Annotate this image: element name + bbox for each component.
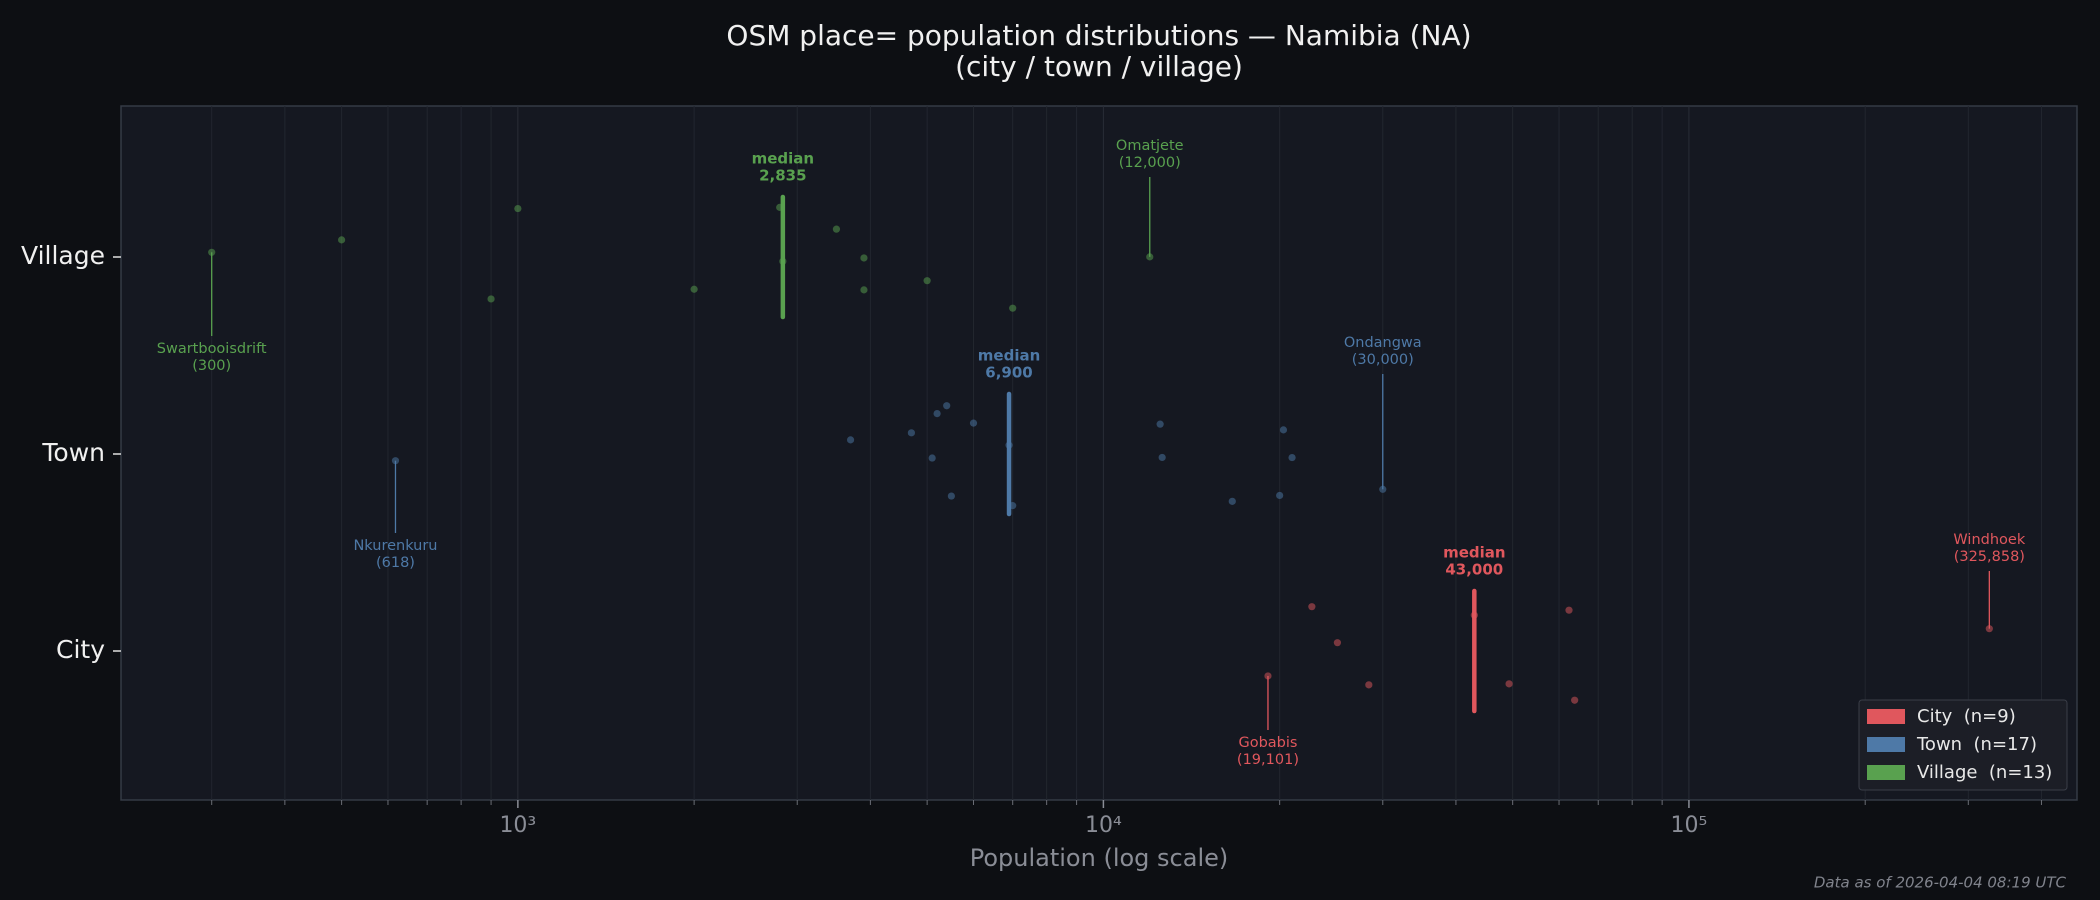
median-value: 2,835 xyxy=(759,167,806,185)
footer: Data as of 2026-04-04 08:19 UTC xyxy=(1814,874,2067,892)
data-point xyxy=(969,419,978,427)
data-point xyxy=(338,236,346,244)
chart-title: OSM place= population distributions — Na… xyxy=(726,19,1471,52)
median-text: median xyxy=(1443,544,1505,562)
data-point xyxy=(832,225,841,233)
data-point xyxy=(860,286,868,294)
legend-swatch xyxy=(1867,765,1905,780)
legend-box xyxy=(1858,699,2068,791)
data-point xyxy=(487,295,495,303)
annotation-name: Gobabis xyxy=(1238,735,1297,751)
x-axis-label: Population (log scale) xyxy=(970,844,1229,872)
annotation-name: Swartbooisdrift xyxy=(157,341,267,357)
median-text: median xyxy=(978,347,1040,365)
data-point xyxy=(1279,426,1288,434)
data-point xyxy=(1009,304,1017,312)
annotation-value: (300) xyxy=(192,358,231,374)
y-tick-label: City xyxy=(56,635,105,664)
data-point xyxy=(690,285,698,293)
plot-area xyxy=(120,105,2078,801)
data-point xyxy=(1365,681,1373,689)
x-tick-label: 10³ xyxy=(499,813,536,838)
annotation-name: Ondangwa xyxy=(1344,335,1422,351)
median-text: median xyxy=(752,150,814,168)
data-point xyxy=(1288,453,1296,462)
data-point xyxy=(208,248,216,256)
data-point xyxy=(947,492,955,500)
data-point xyxy=(514,204,522,213)
data-point xyxy=(1333,639,1342,647)
median-value: 6,900 xyxy=(985,364,1032,382)
data-point xyxy=(846,436,855,444)
annotation-value: (30,000) xyxy=(1352,352,1414,368)
y-tick-label: Village xyxy=(21,241,105,270)
data-point xyxy=(860,254,868,262)
legend-swatch xyxy=(1867,737,1905,752)
legend-label: Village (n=13) xyxy=(1917,762,2052,783)
legend: City (n=9) Town (n=17) Village (n=13) xyxy=(1858,699,2068,791)
data-point xyxy=(933,409,941,418)
data-point xyxy=(1505,680,1513,688)
legend-label: Town (n=17) xyxy=(1916,734,2037,755)
annotation-name: Windhoek xyxy=(1953,532,2025,548)
annotation-name: Nkurenkuru xyxy=(353,538,437,554)
data-point xyxy=(1571,696,1579,704)
data-point xyxy=(1156,420,1164,428)
data-point xyxy=(1985,625,1993,633)
data-point xyxy=(1308,603,1316,611)
annotation-value: (325,858) xyxy=(1954,549,2025,565)
data-point xyxy=(1158,453,1166,462)
chart-subtitle: (city / town / village) xyxy=(955,50,1243,83)
annotation-value: (618) xyxy=(376,555,415,571)
data-point xyxy=(928,454,936,462)
data-point xyxy=(1276,491,1284,500)
annotation-value: (19,101) xyxy=(1237,752,1299,768)
data-point xyxy=(923,277,931,285)
y-tick-label: Town xyxy=(41,438,105,467)
legend-label: City (n=9) xyxy=(1917,706,2016,727)
x-tick-label: 10⁴ xyxy=(1085,813,1122,838)
annotation-name: Omatjete xyxy=(1116,138,1184,154)
x-tick-label: 10⁵ xyxy=(1671,813,1708,838)
data-point xyxy=(907,429,916,437)
data-point xyxy=(943,402,951,410)
legend-swatch xyxy=(1867,709,1905,724)
annotation-value: (12,000) xyxy=(1119,155,1181,171)
data-point xyxy=(1565,606,1573,614)
data-point xyxy=(1228,497,1236,505)
median-value: 43,000 xyxy=(1445,561,1503,579)
